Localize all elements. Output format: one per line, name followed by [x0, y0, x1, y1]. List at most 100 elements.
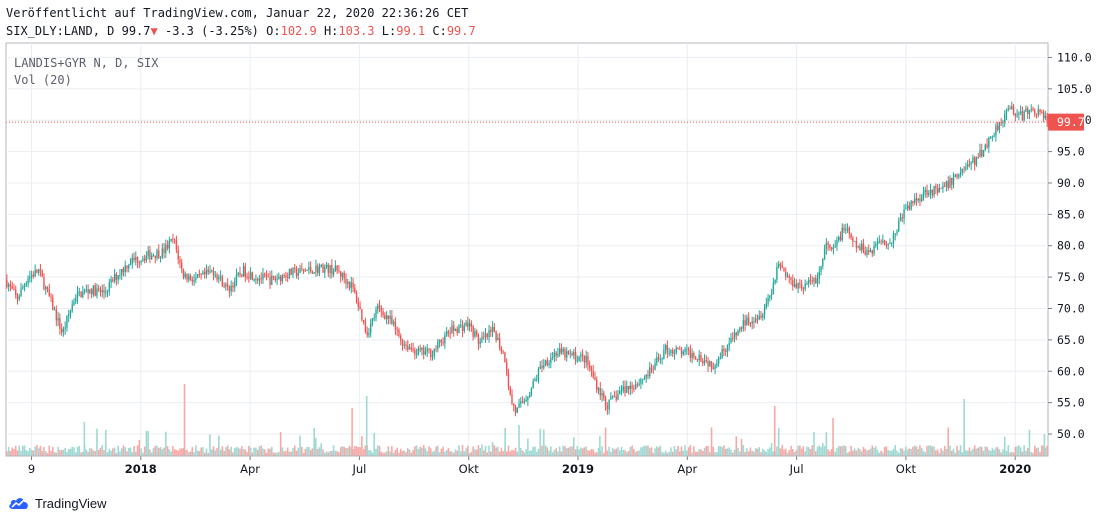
volume-bar: [124, 447, 127, 456]
candle-body: [170, 238, 172, 241]
candle-body: [742, 320, 745, 329]
volume-bar: [696, 451, 699, 456]
candle-body: [371, 318, 374, 324]
volume-bar: [440, 448, 443, 456]
last-price-tag-label: 99.7: [1057, 115, 1085, 129]
candle-body: [463, 326, 466, 331]
candle-body: [610, 397, 612, 400]
y-tick-label: 60.0: [1057, 364, 1085, 378]
candle-body: [663, 349, 665, 359]
volume-bar: [541, 445, 543, 456]
candle-body: [467, 322, 469, 327]
volume-bar: [48, 445, 51, 456]
candle-body: [550, 357, 552, 364]
instrument-legend[interactable]: LANDIS+GYR N, D, SIX: [14, 56, 159, 70]
volume-bar: [69, 448, 72, 456]
volume-spike: [83, 422, 86, 456]
candle-body: [935, 186, 937, 189]
volume-bar: [746, 448, 748, 456]
volume-bar: [890, 450, 893, 456]
candle-body: [165, 244, 167, 253]
volume-bar: [576, 446, 579, 456]
candle-body: [237, 272, 239, 275]
candle-body: [869, 250, 872, 252]
candle-body: [800, 283, 803, 288]
candle-body: [329, 264, 331, 273]
volume-bar: [668, 451, 670, 456]
volume-bar: [710, 427, 713, 456]
candle-body: [352, 282, 354, 288]
volume-bar: [1016, 446, 1018, 456]
x-tick-label: 2018: [125, 462, 157, 476]
candle-body: [882, 240, 884, 243]
candle-body: [891, 242, 893, 244]
candle-body: [717, 358, 720, 364]
candle-body: [343, 272, 345, 279]
candle-body: [970, 162, 972, 165]
price-axis[interactable]: 110.0105.0100.095.090.085.080.075.070.06…: [1048, 50, 1092, 441]
candle-body: [633, 388, 635, 390]
candle-body: [435, 348, 437, 350]
volume-bar: [106, 452, 109, 456]
volume-bar: [498, 451, 501, 456]
volume-bar: [458, 445, 460, 456]
volume-bar: [675, 449, 678, 456]
candle-body: [415, 354, 418, 355]
candle-body: [318, 267, 321, 273]
volume-bar: [230, 446, 232, 456]
volume-bar: [170, 451, 172, 456]
volume-legend[interactable]: Vol (20): [14, 73, 72, 87]
time-axis[interactable]: 9 2018 Apr Jul Okt 2019 Apr Jul Okt 2020: [6, 455, 1048, 476]
volume-bar: [419, 446, 421, 456]
volume-bar: [781, 445, 784, 456]
volume-bar: [737, 447, 739, 456]
y-tick-label: 55.0: [1057, 396, 1085, 410]
volume-bar: [461, 445, 464, 456]
volume-bar: [7, 446, 10, 456]
candle-body: [712, 368, 715, 370]
candle-body: [951, 178, 953, 185]
candle-body: [419, 348, 421, 350]
candle-body: [654, 363, 656, 370]
tradingview-logo[interactable]: TradingView: [8, 494, 107, 512]
candle-body: [724, 350, 727, 352]
volume-bar: [175, 449, 178, 456]
volume-bar: [899, 448, 902, 456]
volume-bar: [394, 450, 397, 456]
volume-bar: [995, 447, 997, 456]
volume-bar: [239, 448, 241, 456]
volume-bar: [799, 445, 801, 456]
volume-bar: [871, 445, 874, 456]
candle-body: [179, 259, 181, 263]
candle-body: [926, 189, 928, 195]
volume-bar: [59, 449, 61, 456]
candle-body: [528, 394, 531, 398]
candle-body: [122, 268, 125, 273]
candle-body: [286, 277, 289, 278]
volume-bar: [269, 448, 271, 456]
candle-body: [334, 265, 337, 272]
volume-bar: [182, 447, 185, 456]
candle-body: [98, 288, 100, 290]
candle-body: [106, 291, 109, 293]
y-tick-label: 110.0: [1057, 50, 1092, 64]
candle-body: [756, 318, 759, 320]
candle-body: [518, 403, 520, 408]
candle-body: [853, 240, 856, 242]
candle-body: [53, 309, 56, 311]
volume-bar: [998, 449, 1001, 456]
volume-bar: [265, 452, 268, 456]
volume-bar: [527, 438, 529, 456]
candle-body: [827, 242, 829, 245]
candle-body: [391, 316, 393, 324]
candle-body: [128, 265, 130, 269]
candle-body: [115, 274, 118, 280]
candle-body: [921, 195, 923, 201]
volume-bar: [512, 450, 515, 456]
volume-bar: [1000, 452, 1002, 456]
volume-bar: [233, 447, 236, 456]
candle-body: [928, 193, 930, 195]
volume-bar: [55, 452, 58, 456]
candle-body: [959, 172, 962, 175]
